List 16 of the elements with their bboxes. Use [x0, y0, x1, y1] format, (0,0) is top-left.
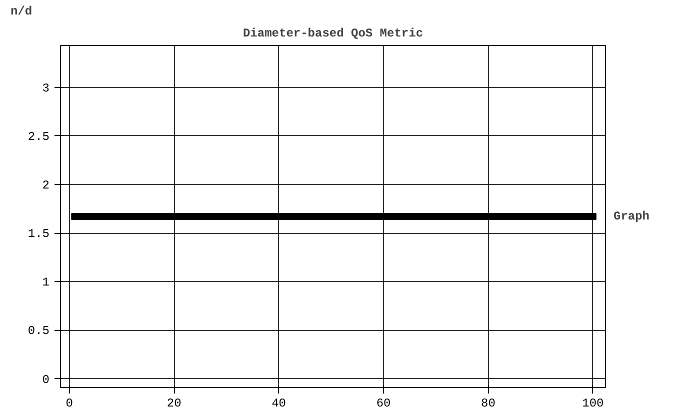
- x-tick-label: 0: [66, 396, 74, 410]
- x-tick-label: 40: [272, 396, 286, 410]
- chart-title: Diameter-based QoS Metric: [242, 26, 424, 40]
- x-tick-label: 100: [582, 396, 604, 410]
- y-tick-label: 0.5: [28, 324, 50, 338]
- x-tick-label: 80: [481, 396, 496, 410]
- y-axis-title: n/d: [10, 4, 32, 18]
- y-tick-label: 0: [42, 372, 50, 387]
- x-tick-label: 60: [376, 396, 391, 410]
- y-tick-label: 2: [42, 178, 50, 192]
- y-tick-label: 1: [42, 276, 50, 290]
- y-tick-label: 3: [42, 81, 50, 96]
- x-tick-label: 20: [166, 396, 182, 410]
- x-axis-title: Graph: [614, 210, 650, 224]
- y-tick-label: 1.5: [28, 227, 50, 242]
- y-tick-label: 2.5: [28, 130, 50, 144]
